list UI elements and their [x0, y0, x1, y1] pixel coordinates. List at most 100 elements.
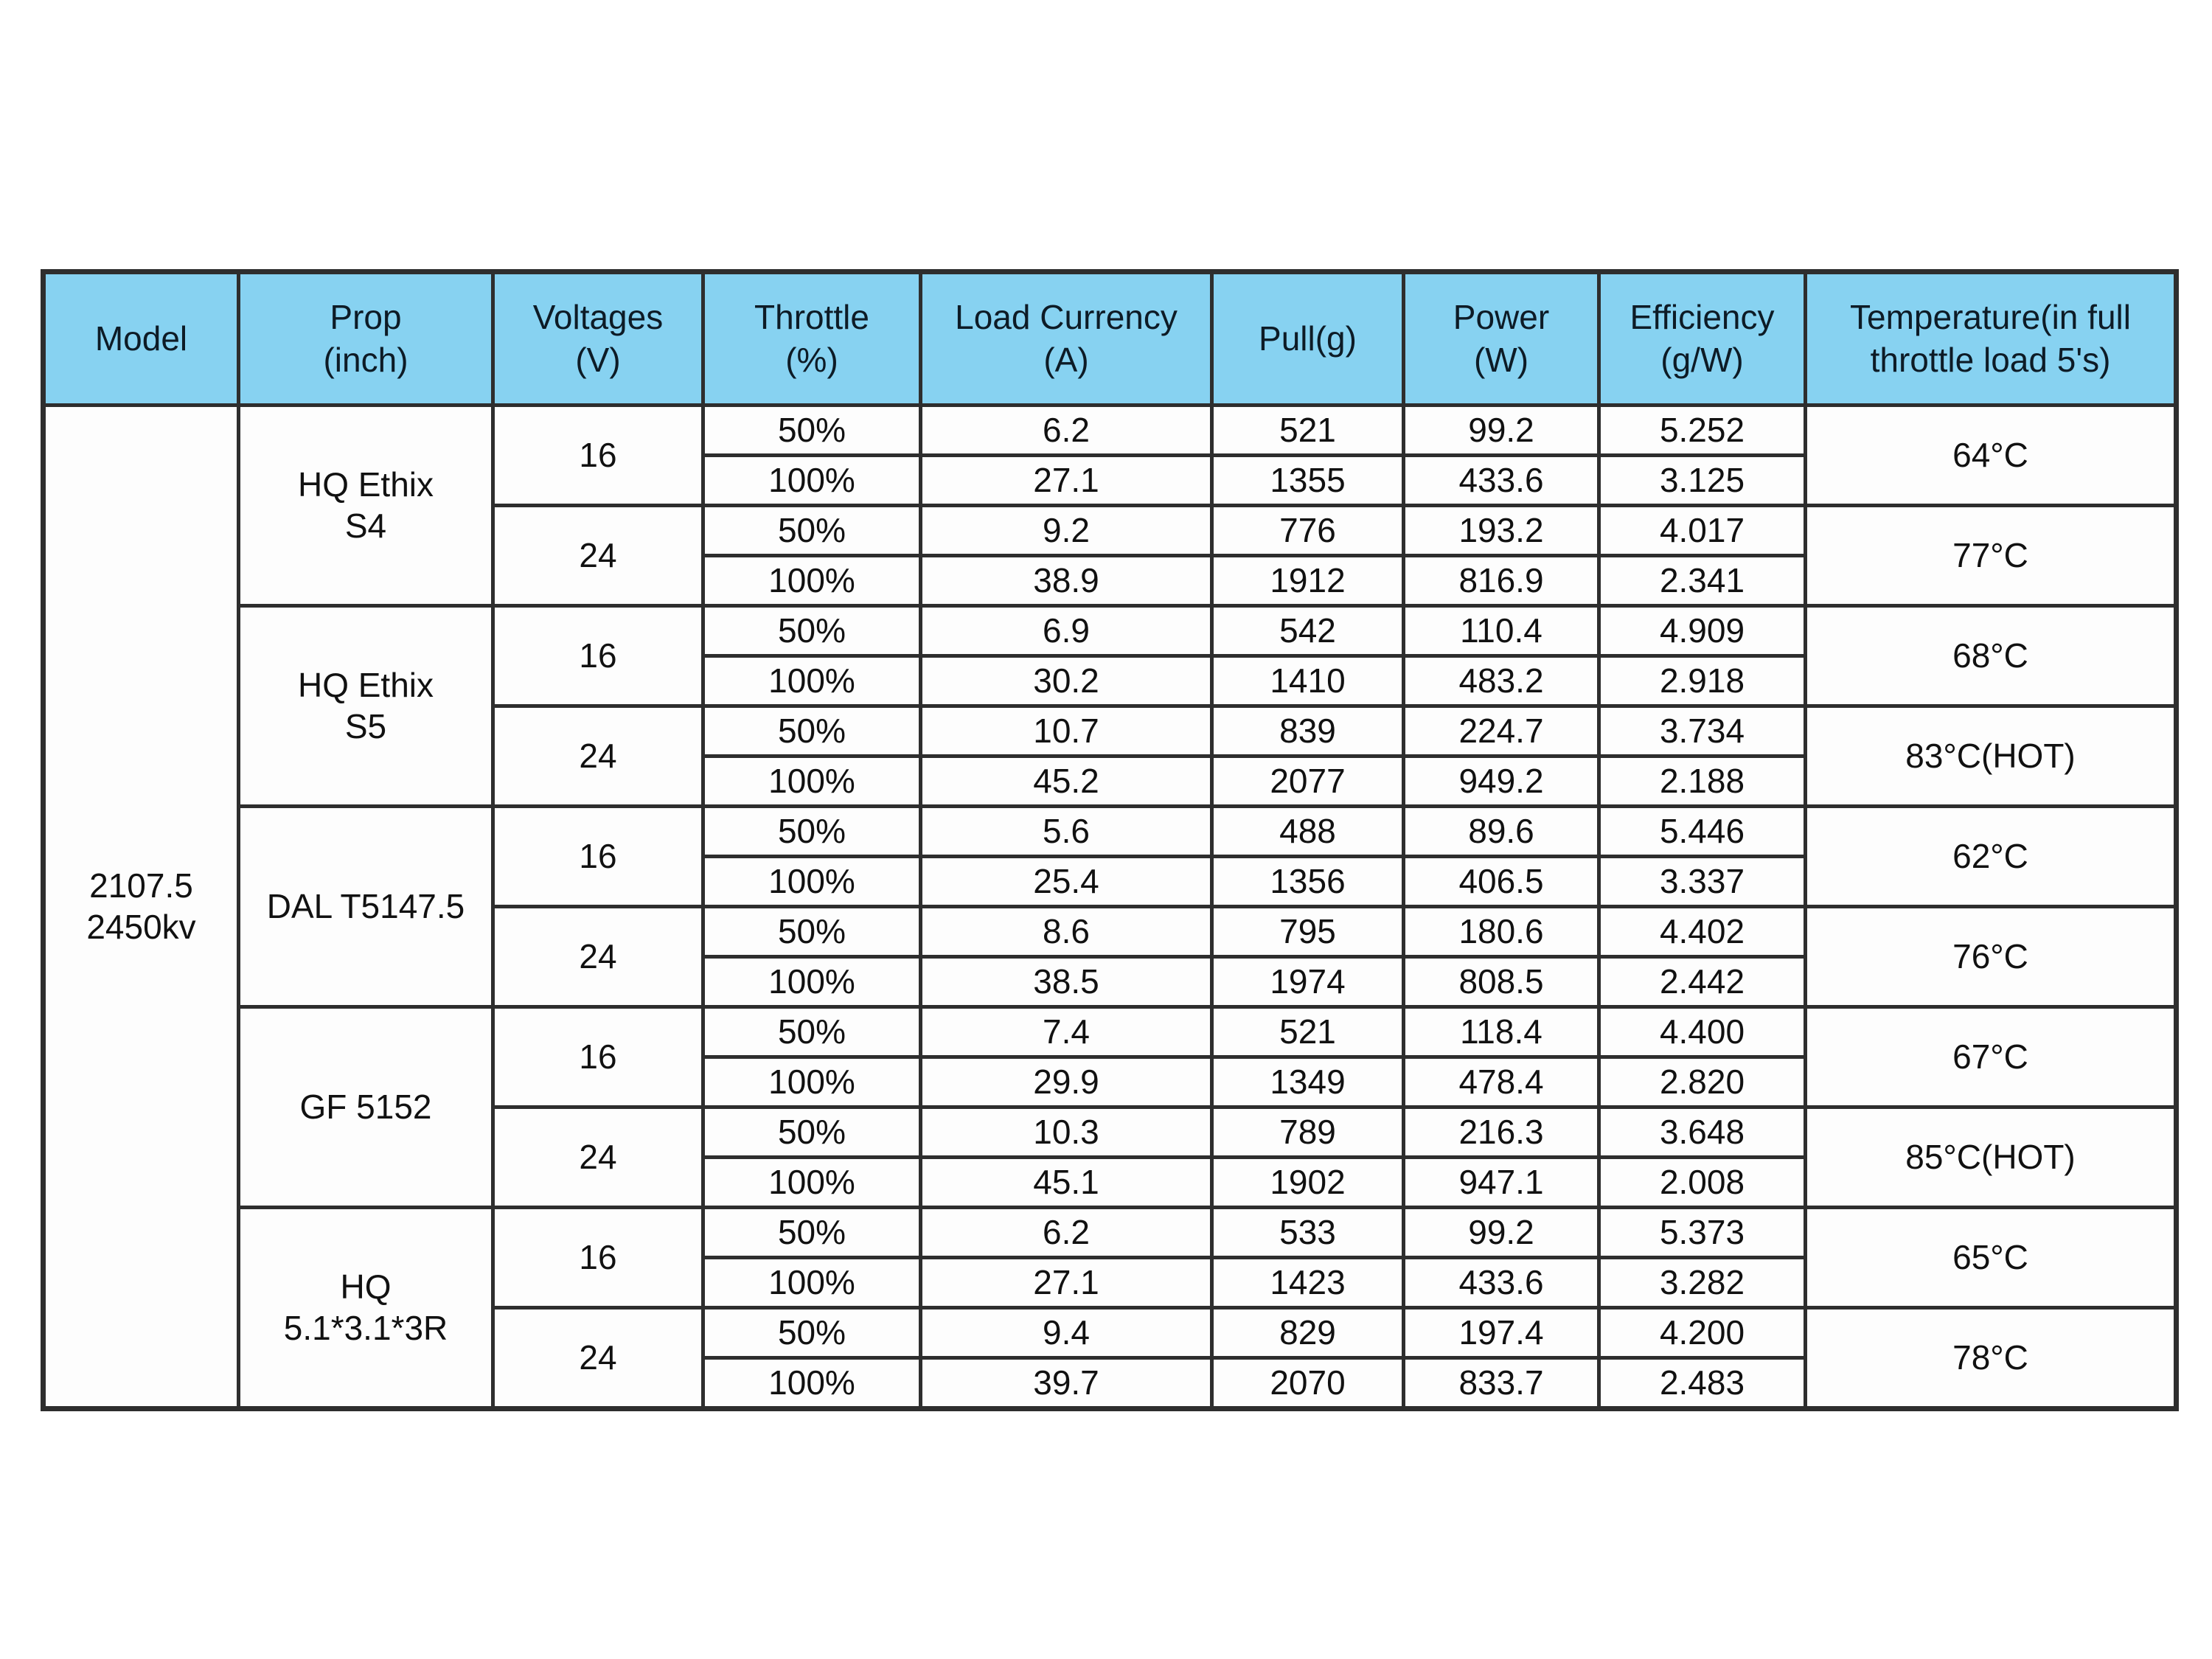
efficiency-cell: 5.373 [1597, 1206, 1807, 1259]
throttle-cell: 100% [701, 1256, 922, 1310]
power-cell: 947.1 [1402, 1155, 1601, 1209]
power-cell: 224.7 [1402, 704, 1601, 758]
throttle-cell: 100% [701, 754, 922, 808]
temperature-cell: 68°C [1804, 604, 2178, 708]
temperature-cell: 64°C [1804, 403, 2178, 507]
pull-cell: 2077 [1210, 754, 1405, 808]
load-currency-cell: 8.6 [919, 905, 1214, 959]
power-cell: 949.2 [1402, 754, 1601, 808]
col-header-pull: Pull(g) [1210, 270, 1405, 407]
pull-cell: 542 [1210, 604, 1405, 658]
power-cell: 816.9 [1402, 554, 1601, 608]
voltage-cell: 24 [491, 1306, 705, 1411]
power-cell: 833.7 [1402, 1356, 1601, 1411]
efficiency-cell: 3.734 [1597, 704, 1807, 758]
efficiency-cell: 4.017 [1597, 504, 1807, 557]
voltage-cell: 16 [491, 604, 705, 708]
efficiency-cell: 2.483 [1597, 1356, 1807, 1411]
load-currency-cell: 27.1 [919, 1256, 1214, 1310]
pull-cell: 488 [1210, 804, 1405, 858]
load-currency-cell: 39.7 [919, 1356, 1214, 1411]
pull-cell: 1356 [1210, 855, 1405, 908]
efficiency-cell: 4.402 [1597, 905, 1807, 959]
temperature-cell: 76°C [1804, 905, 2178, 1009]
load-currency-cell: 10.3 [919, 1105, 1214, 1159]
col-header-model: Model [41, 270, 240, 407]
load-currency-cell: 9.4 [919, 1306, 1214, 1360]
throttle-cell: 100% [701, 855, 922, 908]
pull-cell: 2070 [1210, 1356, 1405, 1411]
throttle-cell: 50% [701, 504, 922, 557]
power-cell: 118.4 [1402, 1005, 1601, 1059]
col-header-load-currency: Load Currency (A) [919, 270, 1214, 407]
pull-cell: 521 [1210, 403, 1405, 457]
table-row: 24 50% 8.6 795 180.6 4.402 76°C [44, 905, 2178, 1009]
load-currency-cell: 9.2 [919, 504, 1214, 557]
efficiency-cell: 3.648 [1597, 1105, 1807, 1159]
table-row: 100% 45.1 1902 947.1 2.008 [44, 1155, 2177, 1209]
throttle-cell: 100% [701, 554, 922, 608]
temperature-cell: 78°C [1804, 1306, 2178, 1411]
temperature-cell: 62°C [1804, 804, 2178, 908]
efficiency-cell: 2.442 [1597, 955, 1807, 1009]
table-body: 2107.5 2450kv HQ Ethix S4 16 50% 6.2 521… [41, 403, 2178, 1411]
col-header-power: Power (W) [1402, 270, 1601, 407]
throttle-cell: 50% [701, 604, 922, 658]
power-cell: 808.5 [1402, 955, 1601, 1009]
table-row: 24 50% 10.3 789 216.3 3.648 85°C(HOT) [44, 1105, 2178, 1209]
pull-cell: 839 [1210, 704, 1405, 758]
efficiency-cell: 4.909 [1597, 604, 1807, 658]
col-header-throttle: Throttle (%) [701, 270, 922, 407]
pull-cell: 829 [1210, 1306, 1405, 1360]
power-cell: 433.6 [1402, 1256, 1601, 1310]
temperature-cell: 83°C(HOT) [1804, 704, 2178, 808]
throttle-cell: 100% [701, 1356, 922, 1411]
temperature-cell: 67°C [1804, 1005, 2178, 1109]
power-cell: 433.6 [1402, 453, 1601, 507]
efficiency-cell: 4.400 [1597, 1005, 1807, 1059]
throttle-cell: 50% [701, 804, 922, 858]
load-currency-cell: 5.6 [919, 804, 1214, 858]
efficiency-cell: 2.341 [1597, 554, 1807, 608]
load-currency-cell: 6.2 [919, 1206, 1214, 1259]
power-cell: 110.4 [1402, 604, 1601, 658]
throttle-cell: 100% [701, 1055, 922, 1109]
col-header-temperature: Temperature(in full throttle load 5's) [1804, 270, 2178, 407]
power-cell: 89.6 [1402, 804, 1601, 858]
pull-cell: 1912 [1210, 554, 1405, 608]
col-header-prop: Prop (inch) [237, 270, 495, 407]
load-currency-cell: 45.2 [919, 754, 1214, 808]
load-currency-cell: 27.1 [919, 453, 1214, 507]
efficiency-cell: 2.820 [1597, 1055, 1807, 1109]
temperature-cell: 85°C(HOT) [1804, 1105, 2178, 1209]
efficiency-cell: 5.252 [1597, 403, 1807, 457]
pull-cell: 521 [1210, 1005, 1405, 1059]
load-currency-cell: 6.2 [919, 403, 1214, 457]
load-currency-cell: 7.4 [919, 1005, 1214, 1059]
efficiency-cell: 2.188 [1597, 754, 1807, 808]
col-header-efficiency: Efficiency (g/W) [1597, 270, 1807, 407]
throttle-cell: 50% [701, 403, 922, 457]
throttle-cell: 50% [701, 704, 922, 758]
power-cell: 99.2 [1402, 1206, 1601, 1259]
throttle-cell: 100% [701, 1155, 922, 1209]
efficiency-cell: 3.125 [1597, 453, 1807, 507]
load-currency-cell: 30.2 [919, 654, 1214, 708]
power-cell: 216.3 [1402, 1105, 1601, 1159]
efficiency-cell: 3.282 [1597, 1256, 1807, 1310]
power-cell: 99.2 [1402, 403, 1601, 457]
pull-cell: 533 [1210, 1206, 1405, 1259]
throttle-cell: 100% [701, 955, 922, 1009]
temperature-cell: 65°C [1804, 1206, 2178, 1310]
efficiency-cell: 4.200 [1597, 1306, 1807, 1360]
pull-cell: 789 [1210, 1105, 1405, 1159]
pull-cell: 795 [1210, 905, 1405, 959]
table-row: 100% 39.7 2070 833.7 2.483 [44, 1356, 2177, 1411]
efficiency-cell: 3.337 [1597, 855, 1807, 908]
table-header: Model Prop (inch) Voltages (V) Throttle … [41, 270, 2178, 407]
load-currency-cell: 38.5 [919, 955, 1214, 1009]
prop-name-cell: DAL T5147.5 [237, 804, 495, 1009]
pull-cell: 1355 [1210, 453, 1405, 507]
temperature-cell: 77°C [1804, 504, 2178, 608]
table-row: 100% 27.1 1423 433.6 3.282 [44, 1256, 2177, 1310]
